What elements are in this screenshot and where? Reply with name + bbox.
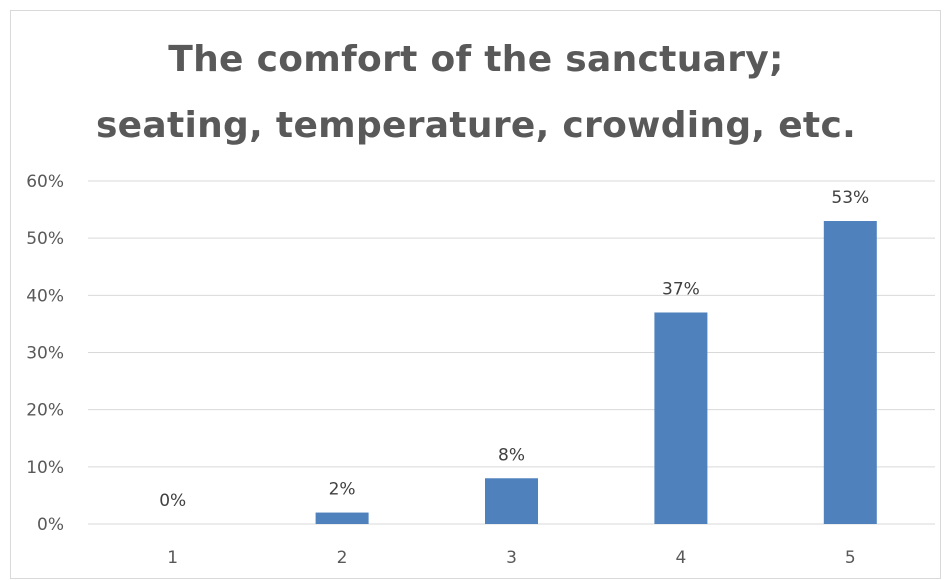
- data-label: 53%: [831, 188, 869, 208]
- data-label: 8%: [498, 445, 525, 465]
- bar: [315, 512, 369, 524]
- chart-title-line-2: seating, temperature, crowding, etc.: [95, 105, 857, 146]
- data-label: 0%: [159, 491, 186, 511]
- x-tick-label: 3: [506, 548, 517, 568]
- bar: [823, 221, 877, 524]
- data-label: 2%: [329, 480, 356, 500]
- x-tick-label: 1: [167, 548, 178, 568]
- x-tick-label: 4: [675, 548, 686, 568]
- y-tick-label: 0%: [37, 515, 64, 535]
- chart-title-line-1: The comfort of the sanctuary;: [168, 39, 784, 80]
- x-tick-label: 2: [337, 548, 348, 568]
- chart-frame: [10, 10, 941, 579]
- y-tick-label: 10%: [26, 458, 64, 478]
- data-label: 37%: [662, 279, 700, 299]
- y-tick-label: 20%: [26, 401, 64, 421]
- y-tick-label: 50%: [26, 229, 64, 249]
- y-tick-label: 60%: [26, 172, 64, 192]
- x-tick-label: 5: [845, 548, 856, 568]
- y-tick-label: 40%: [26, 286, 64, 306]
- y-tick-label: 30%: [26, 344, 64, 364]
- bar: [654, 312, 708, 524]
- bar: [485, 478, 538, 524]
